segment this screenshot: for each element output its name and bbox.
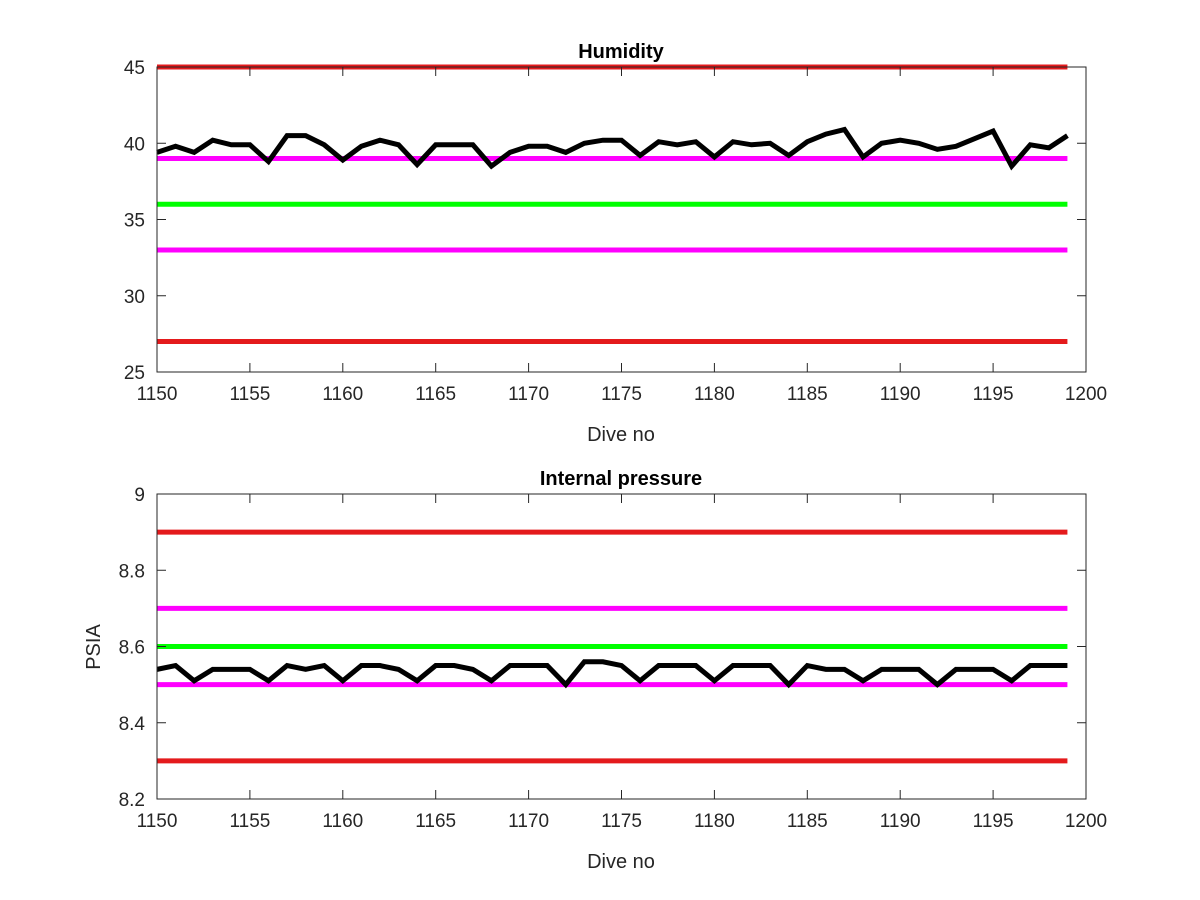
internal-pressure-y-tick-label: 8.6 (119, 638, 145, 659)
humidity-x-tick-label: 1195 (973, 384, 1014, 405)
internal-pressure-x-tick-label: 1175 (601, 811, 642, 832)
internal-pressure-x-tick-label: 1155 (229, 811, 270, 832)
internal-pressure-plot-area (156, 529, 1068, 764)
internal-pressure-x-tick-label: 1190 (880, 811, 921, 832)
humidity-title: Humidity (578, 41, 664, 63)
humidity-x-tick-label: 1180 (694, 384, 735, 405)
internal-pressure-x-tick-label: 1150 (137, 811, 178, 832)
humidity-x-tick-label: 1200 (1065, 384, 1107, 405)
internal-pressure-x-tick-label: 1160 (322, 811, 363, 832)
internal-pressure-x-tick-label: 1180 (694, 811, 735, 832)
internal-pressure-subplot: Internal pressure 1150 1155 1160 1165 1170 11… (83, 468, 1107, 873)
internal-pressure-x-tick-label: 1185 (787, 811, 828, 832)
humidity-series-line (156, 126, 1069, 171)
internal-pressure-title: Internal pressure (540, 468, 702, 490)
humidity-x-tick-label: 1160 (322, 384, 363, 405)
humidity-x-tick-label: 1175 (601, 384, 642, 405)
humidity-y-tick-label: 25 (124, 363, 145, 384)
humidity-x-tick-label: 1170 (508, 384, 549, 405)
internal-pressure-y-tick-label: 8.2 (119, 790, 145, 811)
internal-pressure-x-tick-label: 1195 (973, 811, 1014, 832)
humidity-x-tick-label: 1150 (137, 384, 178, 405)
internal-pressure-x-tick-label: 1200 (1065, 811, 1107, 832)
internal-pressure-x-tick-label: 1165 (415, 811, 456, 832)
internal-pressure-x-axis-label: Dive no (587, 851, 655, 873)
internal-pressure-x-tick-label: 1170 (508, 811, 549, 832)
humidity-subplot: Humidity 1150 1155 1160 1165 1170 1175 1180 118… (124, 41, 1107, 446)
humidity-x-tick-label: 1165 (415, 384, 456, 405)
humidity-x-tick-label: 1190 (880, 384, 921, 405)
humidity-x-axis-label: Dive no (587, 424, 655, 446)
humidity-y-tick-label: 30 (124, 287, 145, 308)
internal-pressure-y-axis-label: PSIA (83, 624, 105, 670)
internal-pressure-y-tick-label: 8.8 (119, 561, 145, 582)
internal-pressure-ticks: 1150 1155 1160 1165 1170 1175 1180 1185 1190 1195… (119, 485, 1108, 832)
internal-pressure-y-tick-label: 9 (134, 485, 145, 506)
humidity-y-tick-label: 40 (124, 134, 145, 155)
humidity-x-tick-label: 1155 (229, 384, 270, 405)
humidity-x-tick-label: 1185 (787, 384, 828, 405)
internal-pressure-series-line (156, 659, 1068, 689)
humidity-ticks: 1150 1155 1160 1165 1170 1175 1180 1185 1190 1195… (124, 58, 1107, 405)
humidity-y-tick-label: 45 (124, 58, 145, 79)
humidity-y-tick-label: 35 (124, 211, 145, 232)
internal-pressure-y-tick-label: 8.4 (119, 714, 146, 735)
